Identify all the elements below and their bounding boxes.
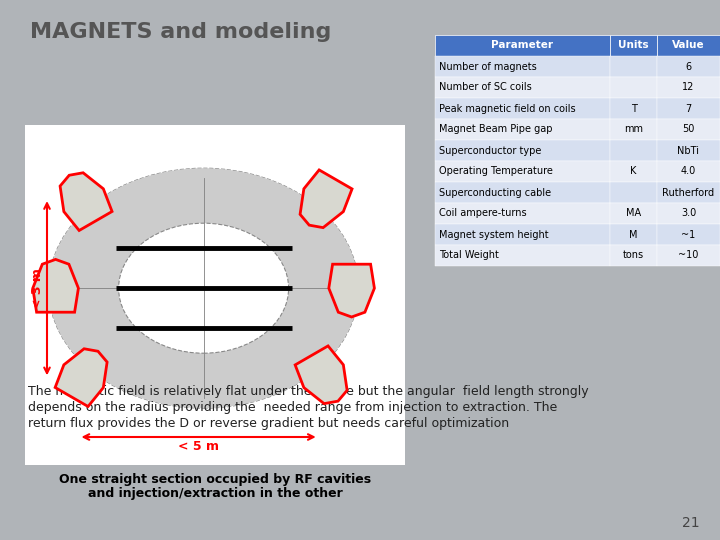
Text: ~10: ~10 [678, 251, 698, 260]
Bar [610, 35, 657, 56]
Bar [435, 182, 610, 203]
Text: Operating Temperature: Operating Temperature [439, 166, 553, 177]
Text: 6: 6 [685, 62, 692, 71]
Text: Parameter: Parameter [492, 40, 554, 51]
Text: Total Weight: Total Weight [439, 251, 499, 260]
Text: 50: 50 [683, 125, 695, 134]
Bar [435, 224, 610, 245]
Text: Number of SC coils: Number of SC coils [439, 83, 532, 92]
Text: Units: Units [618, 40, 649, 51]
Bar [610, 98, 657, 119]
Text: mm: mm [624, 125, 643, 134]
Text: tons: tons [623, 251, 644, 260]
Text: MA: MA [626, 208, 641, 219]
Bar [610, 245, 657, 266]
Bar [657, 182, 720, 203]
Text: ~1: ~1 [681, 230, 696, 240]
Text: 12: 12 [683, 83, 695, 92]
Bar [435, 56, 610, 77]
Polygon shape [33, 259, 78, 312]
Bar [657, 161, 720, 182]
Text: T: T [631, 104, 636, 113]
Bar [610, 224, 657, 245]
Bar [610, 182, 657, 203]
Text: Value: Value [672, 40, 705, 51]
Bar [610, 203, 657, 224]
Polygon shape [295, 346, 347, 403]
Bar [657, 35, 720, 56]
Text: depends on the radius providing the  needed range from injection to extraction. : depends on the radius providing the need… [28, 401, 557, 414]
Text: Coil ampere-turns: Coil ampere-turns [439, 208, 526, 219]
Bar [657, 203, 720, 224]
Bar [657, 119, 720, 140]
Text: < 5 m: < 5 m [178, 440, 219, 453]
Bar [657, 98, 720, 119]
Text: Magnet system height: Magnet system height [439, 230, 549, 240]
Bar [25, 125, 405, 465]
Text: One straight section occupied by RF cavities: One straight section occupied by RF cavi… [59, 473, 371, 486]
Bar [435, 203, 610, 224]
Bar [610, 77, 657, 98]
Text: 4.0: 4.0 [681, 166, 696, 177]
Text: M: M [629, 230, 638, 240]
Bar [657, 140, 720, 161]
Bar [610, 56, 657, 77]
Bar [435, 140, 610, 161]
Bar [435, 98, 610, 119]
Text: Magnet Beam Pipe gap: Magnet Beam Pipe gap [439, 125, 552, 134]
Text: Rutherford: Rutherford [662, 187, 714, 198]
Ellipse shape [119, 223, 289, 353]
Bar [610, 119, 657, 140]
Bar [657, 56, 720, 77]
Bar [657, 224, 720, 245]
Bar [657, 245, 720, 266]
Text: K: K [630, 166, 636, 177]
Bar [435, 35, 610, 56]
Text: NbTi: NbTi [678, 145, 700, 156]
Text: return flux provides the D or reverse gradient but needs careful optimization: return flux provides the D or reverse gr… [28, 417, 509, 430]
Bar [435, 77, 610, 98]
Bar [435, 245, 610, 266]
Bar [610, 161, 657, 182]
Bar [657, 77, 720, 98]
Polygon shape [329, 264, 374, 317]
Polygon shape [300, 170, 352, 228]
Bar [610, 140, 657, 161]
Bar [435, 119, 610, 140]
Text: Superconducting cable: Superconducting cable [439, 187, 551, 198]
Text: MAGNETS and modeling: MAGNETS and modeling [30, 22, 331, 42]
Polygon shape [60, 173, 112, 231]
Text: 21: 21 [683, 516, 700, 530]
Text: The magnetic field is relatively flat under the F-pole but the angular  field le: The magnetic field is relatively flat un… [28, 385, 589, 398]
Text: Peak magnetic field on coils: Peak magnetic field on coils [439, 104, 575, 113]
Text: 3.0: 3.0 [681, 208, 696, 219]
Bar [435, 161, 610, 182]
Text: and injection/extraction in the other: and injection/extraction in the other [88, 487, 343, 500]
Text: 7: 7 [685, 104, 692, 113]
Text: < 3 m: < 3 m [31, 268, 44, 309]
Polygon shape [55, 349, 107, 407]
Text: Number of magnets: Number of magnets [439, 62, 536, 71]
Ellipse shape [48, 168, 359, 408]
Text: Superconductor type: Superconductor type [439, 145, 541, 156]
